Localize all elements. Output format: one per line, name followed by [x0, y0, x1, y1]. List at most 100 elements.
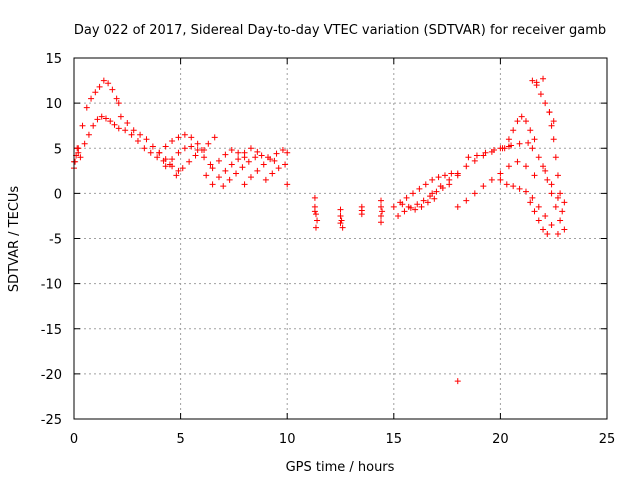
x-tick-label: 25	[599, 432, 616, 447]
data-point	[416, 185, 423, 192]
data-point	[505, 136, 512, 143]
data-point	[529, 77, 536, 84]
y-tick-label: -20	[41, 368, 62, 383]
series-arc-22h-a	[546, 109, 566, 215]
data-point	[557, 190, 564, 197]
data-point	[422, 181, 429, 188]
x-tick-label: 20	[492, 432, 509, 447]
series-arc-20h-b	[497, 176, 561, 237]
data-point	[514, 158, 521, 165]
series-arc-15h-b	[395, 181, 453, 219]
data-point	[149, 143, 156, 150]
data-point	[194, 140, 201, 147]
data-point	[209, 165, 216, 172]
data-point	[518, 113, 525, 120]
data-point	[463, 197, 470, 204]
data-point	[130, 127, 137, 134]
data-point	[175, 167, 182, 174]
series-gap-14h	[378, 197, 386, 226]
data-point	[550, 136, 557, 143]
y-tick-label: -10	[41, 278, 62, 293]
data-point	[540, 75, 547, 82]
data-point	[205, 140, 212, 147]
data-point	[441, 172, 448, 179]
data-point	[448, 170, 455, 177]
data-point	[437, 183, 444, 190]
y-tick-label: -15	[41, 323, 62, 338]
data-point	[561, 226, 568, 233]
data-point	[311, 208, 318, 215]
data-point	[414, 201, 421, 208]
data-point	[540, 226, 547, 233]
data-point	[535, 217, 542, 224]
data-point	[378, 197, 385, 204]
series-arc-9h-a	[262, 161, 291, 188]
y-tick-label: 15	[45, 52, 62, 67]
chart-title: Day 022 of 2017, Sidereal Day-to-day VTE…	[74, 23, 606, 38]
data-point	[245, 158, 252, 165]
data-point	[379, 208, 386, 215]
data-point	[207, 161, 214, 168]
series-arc-5h-c	[173, 134, 218, 179]
series-arc-8h-a	[241, 147, 291, 188]
data-point	[554, 194, 561, 201]
data-point	[94, 116, 101, 123]
data-point	[454, 378, 461, 385]
data-point	[482, 149, 489, 156]
series-arc-descent-b	[122, 127, 173, 168]
data-point	[260, 161, 267, 168]
data-point	[399, 201, 406, 208]
data-point	[537, 91, 544, 98]
data-point	[203, 172, 210, 179]
data-point	[531, 208, 538, 215]
data-point	[175, 149, 182, 156]
data-point	[446, 176, 453, 183]
series-outliers	[454, 75, 568, 385]
data-point	[337, 212, 344, 219]
y-axis-label: SDTVAR / TECUs	[7, 186, 22, 293]
data-point	[247, 174, 254, 181]
data-point	[505, 163, 512, 170]
data-point	[510, 183, 517, 190]
data-point	[508, 142, 515, 149]
data-point	[279, 147, 286, 154]
series-arc-descent-a	[117, 113, 182, 174]
data-point	[544, 230, 551, 237]
series-gap-13h	[358, 203, 365, 218]
data-point	[282, 161, 289, 168]
data-point	[85, 131, 92, 138]
data-point	[454, 203, 461, 210]
data-point	[188, 134, 195, 141]
data-point	[128, 131, 135, 138]
data-point	[548, 221, 555, 228]
data-point	[314, 217, 321, 224]
data-point	[503, 181, 510, 188]
data-point	[465, 154, 472, 161]
data-point	[395, 212, 402, 219]
data-point	[557, 217, 564, 224]
data-point	[561, 199, 568, 206]
data-point	[226, 176, 233, 183]
data-point	[273, 150, 280, 157]
data-point	[90, 122, 97, 129]
data-point	[113, 95, 120, 102]
data-point	[559, 208, 566, 215]
data-point	[546, 109, 553, 116]
data-point	[311, 194, 318, 201]
data-point	[137, 131, 144, 138]
data-point	[179, 165, 186, 172]
data-point	[102, 115, 109, 122]
data-point	[79, 122, 86, 129]
series-gap-11h	[311, 194, 321, 231]
data-point	[115, 100, 122, 107]
data-point	[378, 212, 385, 219]
data-point	[542, 167, 549, 174]
data-point	[454, 170, 461, 177]
data-point	[338, 217, 345, 224]
data-point	[83, 104, 90, 111]
data-point	[418, 203, 425, 210]
data-point	[220, 183, 227, 190]
data-point	[488, 176, 495, 183]
data-point	[516, 140, 523, 147]
